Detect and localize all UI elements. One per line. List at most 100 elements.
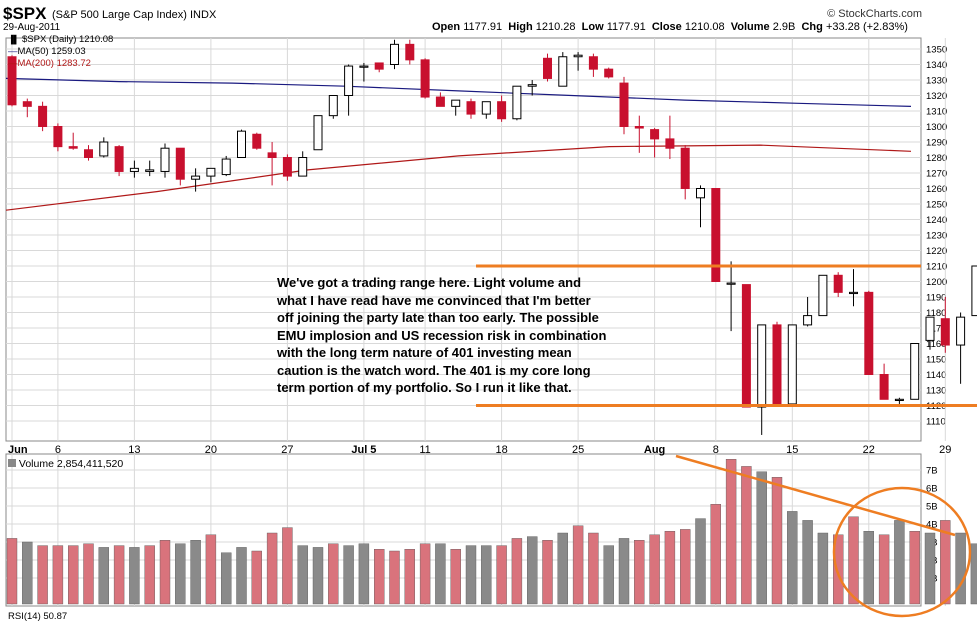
volume-bar [236, 547, 247, 605]
date-axis-tick-label: Jul 5 [351, 444, 376, 456]
price-axis-tick-label: 1230 [926, 231, 947, 242]
legend-price-text: $SPX (Daily) 1210.08 [21, 34, 114, 45]
candle-body [344, 65, 354, 97]
candle-body [390, 43, 399, 65]
volume-bar [22, 541, 33, 605]
candle-body [405, 43, 415, 61]
price-axis-tick-label: 1340 [926, 60, 947, 71]
price-axis-tick-label: 1160 [926, 339, 946, 350]
volume-bar [113, 545, 125, 605]
candle-body [650, 129, 660, 140]
candle-body [481, 101, 491, 115]
volume-legend-icon [8, 459, 16, 467]
volume-bar [481, 545, 492, 605]
volume-bar [251, 550, 263, 605]
price-axis-tick-label: 1220 [926, 246, 947, 257]
volume-bar [817, 532, 829, 605]
volume-value: 2.9B [772, 21, 796, 33]
candle-body [160, 147, 170, 172]
ma200-swatch-icon: — [8, 58, 18, 69]
volume-bar [37, 545, 48, 605]
candle-body [359, 65, 369, 68]
candle-body [221, 158, 231, 176]
price-axis-tick-label: 1140 [926, 370, 946, 381]
candle-body [267, 152, 277, 159]
volume-bar [940, 520, 951, 605]
volume-panel-frame [5, 453, 922, 607]
candle-body [879, 374, 889, 400]
candle-body [7, 56, 17, 106]
volume-axis-tick-label: 4B [926, 520, 938, 531]
volume-axis-tick-label: 7B [926, 466, 938, 477]
low-label: Low [581, 21, 604, 33]
volume-axis-tick-label: 5B [926, 502, 938, 513]
candle-body [420, 59, 430, 98]
price-axis-tick-label: 1190 [926, 293, 946, 304]
candle-body [757, 324, 767, 408]
candle-body [206, 167, 216, 177]
volume-trend-line [675, 454, 956, 537]
ma50-line [5, 77, 912, 107]
volume-bar [159, 540, 171, 605]
volume-axis-tick-label: 6B [926, 484, 938, 495]
high-value: 1210.28 [535, 21, 576, 33]
candle-body [803, 315, 813, 326]
candle-body [604, 68, 614, 78]
candle-body [543, 57, 552, 79]
candle-body [925, 316, 935, 341]
candle-body [53, 126, 63, 148]
legend-ma50-text: MA(50) 1259.03 [17, 46, 86, 57]
candle-body [849, 291, 858, 295]
candle-body [191, 175, 201, 180]
volume-bar [756, 471, 767, 605]
candle-body [313, 115, 323, 151]
candle-body [726, 282, 736, 285]
volume-highlight-circle [832, 486, 972, 618]
index-name: (S&P 500 Large Cap Index) INDX [52, 9, 217, 21]
price-axis-tick-label: 1270 [926, 169, 947, 180]
candle-body [558, 56, 568, 87]
candle-body [696, 188, 705, 199]
volume-bar [358, 543, 370, 605]
open-value: 1177.91 [463, 21, 503, 33]
volume-bar [725, 459, 737, 605]
candle-body [114, 146, 124, 172]
annotation-text: We've got a trading range here. Light vo… [277, 275, 607, 395]
volume-bar [220, 552, 232, 605]
chg-label: Chg [801, 21, 823, 33]
candle-body [619, 82, 629, 127]
volume-bar [67, 545, 79, 605]
quote-strip: Open 1177.91 High 1210.28 Low 1177.91 Cl… [432, 21, 908, 33]
date-axis-tick-label: 13 [128, 444, 140, 456]
volume-bar [833, 534, 844, 605]
date-axis-tick-label: 18 [495, 444, 507, 456]
volume-bar [6, 538, 18, 605]
volume-bar [98, 547, 110, 605]
candle-body [741, 284, 751, 408]
volume-bar [52, 545, 64, 605]
price-axis-tick-label: 1240 [926, 215, 947, 226]
candle-body [956, 316, 966, 346]
candle-body [435, 96, 445, 107]
volume-bar [465, 545, 477, 605]
price-axis-tick-label: 1110 [926, 417, 946, 428]
volume-bar [266, 532, 278, 605]
price-axis-tick-label: 1300 [926, 122, 947, 133]
high-label: High [508, 21, 533, 33]
date-axis-tick-label: 8 [713, 444, 719, 456]
date-axis-tick-label: 29 [939, 444, 951, 456]
candle-body [374, 62, 384, 70]
legend-ma50: —MA(50) 1259.03 [8, 46, 86, 57]
volume-bar [649, 534, 660, 605]
date-axis-tick-label: 27 [281, 444, 293, 456]
candle-body [99, 141, 109, 157]
candle-body [772, 324, 782, 406]
volume-bar [374, 549, 385, 605]
volume-bar [175, 543, 186, 605]
candle-body [512, 85, 522, 120]
volume-panel-label: Volume 2,854,411,520 [8, 458, 123, 470]
date-axis-tick-label: Jun [8, 444, 28, 456]
candle-body [588, 56, 598, 70]
close-label: Close [651, 21, 682, 33]
